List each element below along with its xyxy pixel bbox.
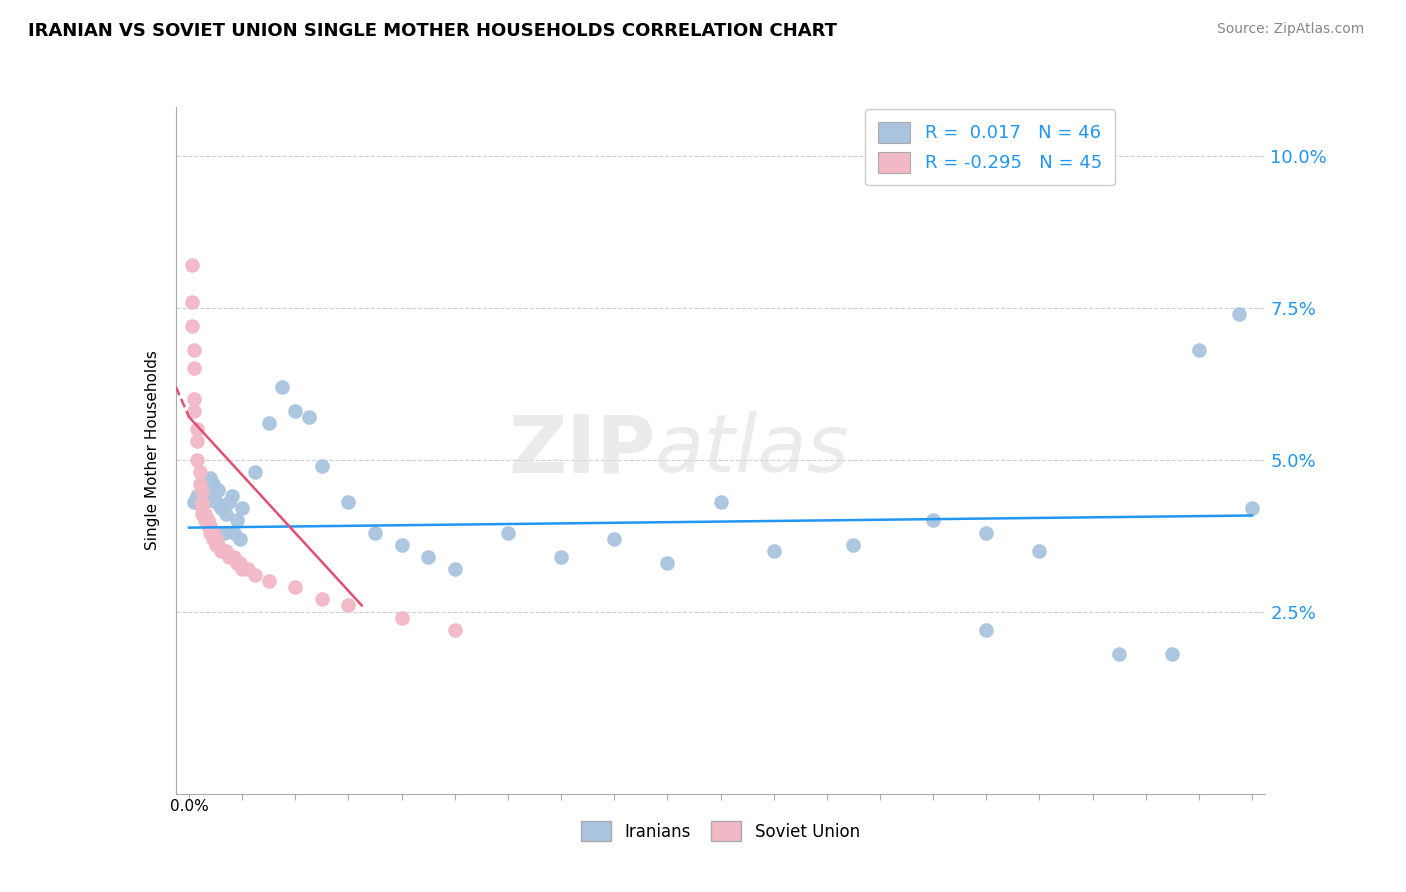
Point [191,501,214,516]
Point [1227,307,1250,321]
Point [224,525,246,540]
Point [188,495,211,509]
Point [311,592,333,607]
Point [200,519,222,533]
Point [550,549,572,564]
Point [207,538,229,552]
Point [225,513,247,527]
Text: IRANIAN VS SOVIET UNION SINGLE MOTHER HOUSEHOLDS CORRELATION CHART: IRANIAN VS SOVIET UNION SINGLE MOTHER HO… [28,22,837,40]
Point [183,392,205,406]
Point [197,489,219,503]
Point [657,556,679,570]
Point [221,489,243,503]
Point [245,465,267,479]
Text: Source: ZipAtlas.com: Source: ZipAtlas.com [1216,22,1364,37]
Point [1188,343,1211,358]
Point [197,519,219,533]
Point [225,556,247,570]
Point [245,568,267,582]
Point [191,495,214,509]
Point [284,404,307,418]
Point [298,410,321,425]
Point [228,556,250,570]
Point [496,525,519,540]
Point [212,543,235,558]
Point [194,508,217,522]
Point [180,318,202,333]
Point [218,549,240,564]
Point [200,525,222,540]
Point [183,404,205,418]
Point [180,258,202,272]
Point [215,543,238,558]
Point [209,543,232,558]
Point [762,543,785,558]
Point [391,538,413,552]
Point [284,580,307,594]
Point [186,489,208,503]
Point [236,562,259,576]
Point [710,495,733,509]
Point [1108,647,1130,661]
Point [204,532,226,546]
Point [201,525,224,540]
Point [188,465,211,479]
Point [209,501,232,516]
Point [1241,501,1264,516]
Legend: Iranians, Soviet Union: Iranians, Soviet Union [575,814,866,847]
Point [191,476,214,491]
Point [191,495,214,509]
Point [218,495,240,509]
Point [186,434,208,449]
Text: ZIP: ZIP [508,411,655,490]
Point [194,513,217,527]
Point [922,513,945,527]
Point [976,623,998,637]
Point [204,538,226,552]
Point [231,562,253,576]
Point [976,525,998,540]
Point [1028,543,1050,558]
Point [197,513,219,527]
Point [603,532,626,546]
Point [186,452,208,467]
Point [311,458,333,473]
Point [180,294,202,309]
Point [183,343,205,358]
Point [418,549,440,564]
Point [364,525,387,540]
Point [201,532,224,546]
Point [337,495,360,509]
Point [215,508,238,522]
Point [842,538,865,552]
Point [231,501,253,516]
Point [221,549,243,564]
Point [191,508,214,522]
Point [186,422,208,436]
Point [183,495,205,509]
Text: atlas: atlas [655,411,851,490]
Point [257,416,280,430]
Point [183,361,205,376]
Point [212,525,235,540]
Point [224,549,246,564]
Point [194,495,217,509]
Point [200,471,222,485]
Point [228,532,250,546]
Point [191,483,214,497]
Point [337,599,360,613]
Point [391,610,413,624]
Point [207,483,229,497]
Point [257,574,280,589]
Point [1161,647,1184,661]
Point [201,476,224,491]
Point [204,495,226,509]
Y-axis label: Single Mother Households: Single Mother Households [145,351,160,550]
Text: 0.0%: 0.0% [170,798,208,814]
Point [188,476,211,491]
Point [443,562,465,576]
Point [271,379,294,393]
Point [443,623,465,637]
